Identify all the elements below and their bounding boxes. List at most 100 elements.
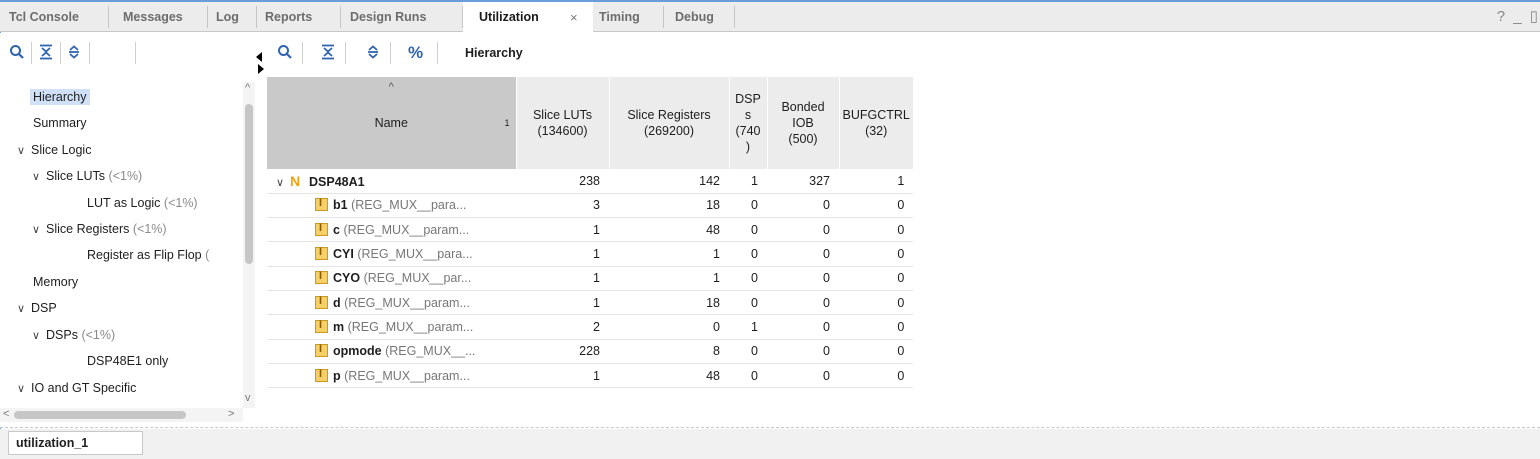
column-header-bonded-iob[interactable]: Bonded IOB (500) <box>767 77 840 169</box>
scroll-right-icon[interactable]: > <box>228 408 235 420</box>
tab-reports[interactable]: Reports <box>265 10 313 24</box>
tree-horizontal-scrollbar[interactable]: < > <box>0 408 243 422</box>
cell-slice-luts: 2 <box>516 314 609 340</box>
left-nav-panel: Hierarchy Summary ∨ Slice Logic ∨ Slice LU… <box>0 33 255 428</box>
tree-item-summary[interactable]: Summary <box>33 112 86 134</box>
expand-all-icon[interactable] <box>365 44 381 60</box>
cell-slice-registers: 8 <box>609 339 729 364</box>
cell-slice-luts: 1 <box>516 266 609 291</box>
column-header-dsps[interactable]: DSP s (740) <box>729 77 768 169</box>
tree-item-register-as-flip-flop[interactable]: Register as Flip Flop ( <box>87 244 209 266</box>
column-header-slice-registers[interactable]: Slice Registers (269200) <box>609 77 730 169</box>
module-name: (REG_MUX__param... <box>343 222 470 237</box>
table-row[interactable]: p (REG_MUX__param... 1 48 0 0 0 <box>267 363 914 389</box>
column-header-label: (740 <box>735 124 761 138</box>
tab-utilization[interactable]: Utilization <box>463 2 593 33</box>
chevron-down-icon[interactable]: ∨ <box>32 224 41 236</box>
tree-item-dsp48e1-only[interactable]: DSP48E1 only <box>87 350 168 372</box>
toolbar-divider <box>31 42 32 64</box>
table-row[interactable]: CYI (REG_MUX__para... 1 1 0 0 0 <box>267 241 914 267</box>
chevron-down-icon[interactable]: ∨ <box>17 303 26 315</box>
column-header-label: (134600) <box>537 124 588 138</box>
tree-item-memory[interactable]: Memory <box>33 271 78 293</box>
tree-item-io-and-gt-specific[interactable]: ∨ IO and GT Specific <box>17 377 136 399</box>
tree-item-label: DSP <box>31 301 57 315</box>
tree-item-dsp[interactable]: ∨ DSP <box>17 297 57 319</box>
cell-slice-registers: 48 <box>609 363 729 389</box>
instance-name: p <box>333 368 341 383</box>
search-icon[interactable] <box>277 44 293 60</box>
chevron-down-icon[interactable]: ∨ <box>32 330 41 342</box>
cell-slice-luts: 1 <box>516 290 609 316</box>
tree-item-dsps[interactable]: ∨ DSPs (<1%) <box>32 324 115 346</box>
tree-item-label: DSPs <box>46 328 78 342</box>
instance-icon <box>315 246 328 261</box>
table-row[interactable]: c (REG_MUX__param... 1 48 0 0 0 <box>267 217 914 243</box>
top-module-icon: N <box>290 172 301 189</box>
chevron-down-icon[interactable]: ∨ <box>17 383 26 395</box>
bottom-tab-bar: utilization_1 <box>0 429 1540 459</box>
table-row[interactable]: m (REG_MUX__param... 2 0 1 0 0 <box>267 314 914 340</box>
tab-log[interactable]: Log <box>216 10 239 24</box>
window-buttons[interactable]: ? _ ▯ <box>1496 8 1540 25</box>
column-header-label: (500) <box>788 132 818 146</box>
tree-item-label: IO and GT Specific <box>31 381 137 395</box>
column-header-name[interactable]: ^ Name 1 <box>267 77 517 169</box>
tree-vertical-scrollbar[interactable]: ^ v <box>243 82 255 408</box>
column-header-label: (269200) <box>643 124 695 138</box>
table-row[interactable]: opmode (REG_MUX__... 228 8 0 0 0 <box>267 339 914 364</box>
collapse-all-icon[interactable] <box>38 44 54 60</box>
scroll-down-icon[interactable]: v <box>245 392 251 404</box>
tree-item-slice-registers[interactable]: ∨ Slice Registers (<1%) <box>32 218 167 240</box>
column-header-label: BUFGCTRL <box>842 108 910 122</box>
collapse-all-icon[interactable] <box>320 44 336 60</box>
cell-bufgctrl: 0 <box>839 290 914 316</box>
name-cell: c (REG_MUX__param... <box>267 217 516 243</box>
tab-debug[interactable]: Debug <box>675 10 714 24</box>
percent-icon[interactable]: % <box>407 44 427 60</box>
tree-item-lut-as-logic[interactable]: LUT as Logic (<1%) <box>87 192 198 214</box>
table-row[interactable]: CYO (REG_MUX__par... 1 1 0 0 0 <box>267 266 914 291</box>
tab-design-runs[interactable]: Design Runs <box>350 10 427 24</box>
tree-item-hierarchy[interactable]: Hierarchy <box>30 86 90 108</box>
cell-bufgctrl: 0 <box>839 266 914 291</box>
module-name: (REG_MUX__param... <box>344 368 470 383</box>
column-header-label: Name <box>374 116 408 130</box>
tab-timing[interactable]: Timing <box>599 10 640 24</box>
scrollbar-thumb[interactable] <box>245 104 253 264</box>
chevron-down-icon[interactable]: ∨ <box>17 145 26 157</box>
sort-up-icon: ^ <box>388 81 394 93</box>
chevron-down-icon[interactable]: ∨ <box>276 176 285 189</box>
cell-slice-registers: 142 <box>609 169 729 194</box>
scroll-left-icon[interactable]: < <box>3 408 10 420</box>
panel-splitter[interactable] <box>255 33 267 428</box>
column-header-label: ) <box>745 140 751 154</box>
instance-icon <box>315 343 328 358</box>
panel-tab-bar: Tcl Console Messages Log Reports Design … <box>0 2 1540 33</box>
tree-item-slice-luts[interactable]: ∨ Slice LUTs (<1%) <box>32 165 142 187</box>
scroll-up-icon[interactable]: ^ <box>245 82 251 94</box>
tab-messages[interactable]: Messages <box>123 10 183 24</box>
tab-divider <box>734 6 735 28</box>
tab-tcl-console[interactable]: Tcl Console <box>9 10 79 24</box>
cell-dsps: 1 <box>729 314 767 340</box>
report-tree: Hierarchy Summary ∨ Slice Logic ∨ Slice LU… <box>0 82 243 408</box>
cell-slice-registers: 18 <box>609 290 729 316</box>
cell-dsps: 0 <box>729 241 767 267</box>
tab-utilization-1[interactable]: utilization_1 <box>8 431 143 455</box>
close-icon[interactable]: × <box>570 10 578 25</box>
instance-name: d <box>333 295 341 310</box>
table-row[interactable]: b1 (REG_MUX__para... 3 18 0 0 0 <box>267 193 914 219</box>
search-icon[interactable] <box>9 44 25 60</box>
tree-item-slice-logic[interactable]: ∨ Slice Logic <box>17 139 91 161</box>
chevron-down-icon[interactable]: ∨ <box>32 171 41 183</box>
table-row[interactable]: d (REG_MUX__param... 1 18 0 0 0 <box>267 290 914 316</box>
table-row[interactable]: ∨ N DSP48A1 238 142 1 327 1 <box>267 169 914 194</box>
column-header-slice-luts[interactable]: Slice LUTs (134600) <box>516 77 610 169</box>
instance-name: DSP48A1 <box>309 174 365 189</box>
collapse-left-icon[interactable] <box>255 52 265 82</box>
cell-bonded-iob: 0 <box>767 363 839 389</box>
expand-all-icon[interactable] <box>66 44 82 60</box>
column-header-bufgctrl[interactable]: BUFGCTRL (32) <box>839 77 914 169</box>
scrollbar-thumb[interactable] <box>14 411 186 419</box>
